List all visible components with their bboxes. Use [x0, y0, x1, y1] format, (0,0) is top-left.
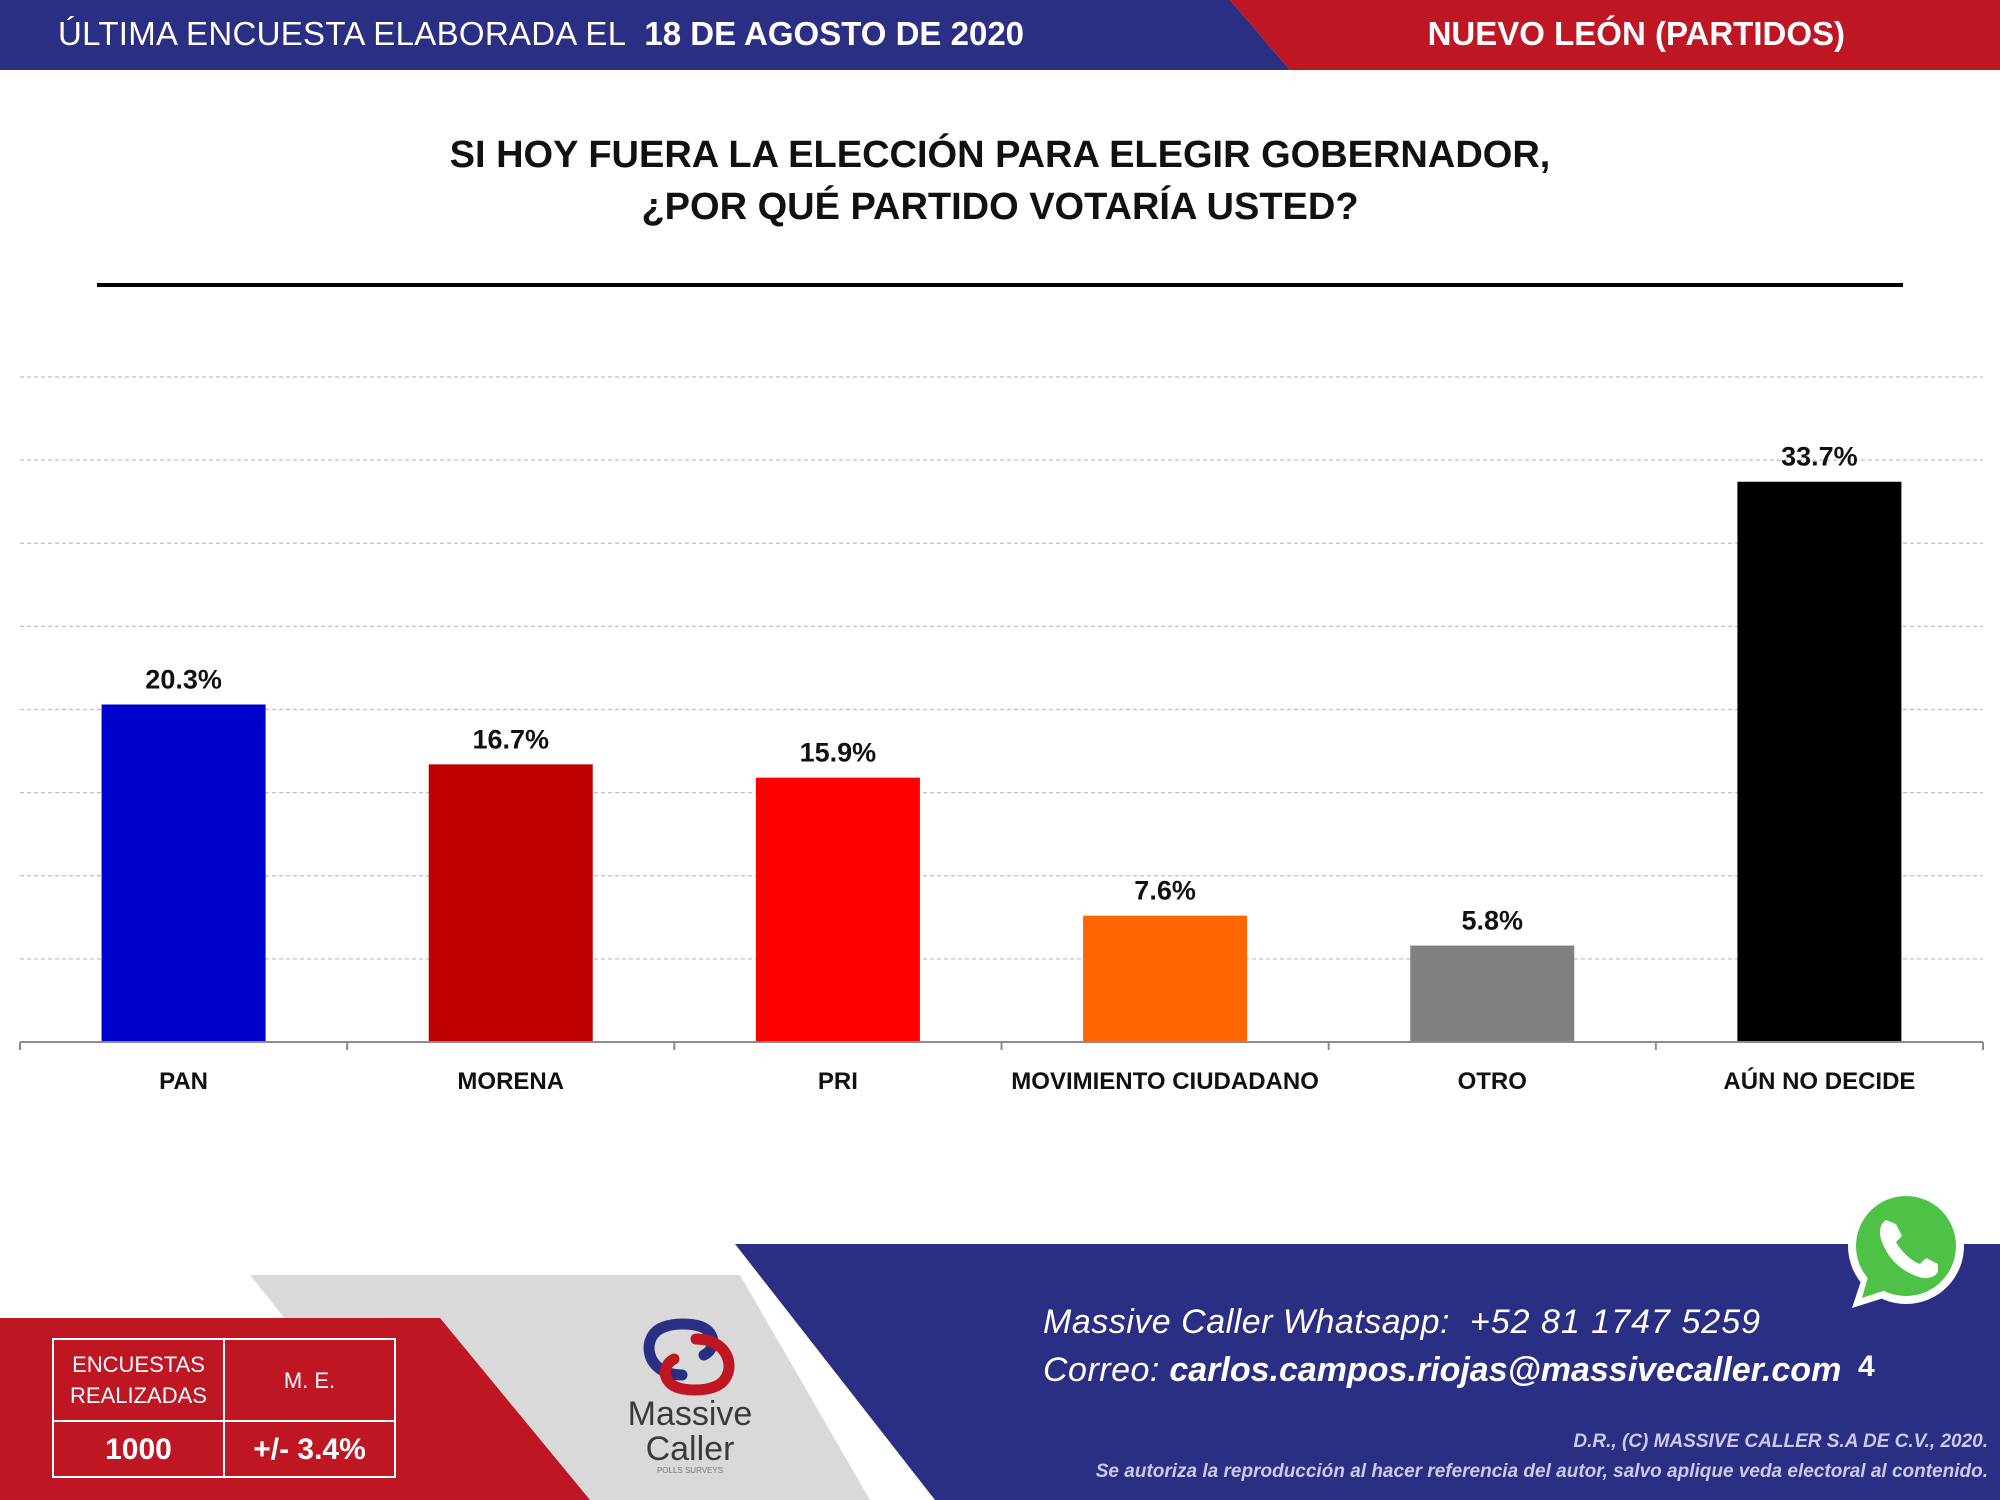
category-label: OTRO: [1458, 1068, 1527, 1095]
question-title-line2: ¿POR QUÉ PARTIDO VOTARÍA USTED?: [641, 186, 1359, 228]
category-label: AÚN NO DECIDE: [1723, 1067, 1915, 1095]
margin-value: +/- 3.4%: [223, 1420, 396, 1478]
data-label: 16.7%: [472, 724, 549, 754]
survey-date: 18 DE AGOSTO DE 2020: [644, 15, 1025, 52]
bar: [755, 777, 920, 1042]
whatsapp-number[interactable]: +52 81 1747 5259: [1469, 1303, 1762, 1341]
brand-wordmark: Massive Caller POLLS SURVEYS: [590, 1396, 790, 1476]
bar: [101, 704, 266, 1042]
survey-stats-table: ENCUESTAS REALIZADAS M. E. 1000 +/- 3.4%: [52, 1338, 396, 1478]
whatsapp-label: Massive Caller Whatsapp:: [1043, 1303, 1450, 1341]
data-label: 20.3%: [145, 665, 222, 695]
bar: [1410, 945, 1575, 1042]
email-label: Correo:: [1043, 1351, 1160, 1389]
massive-caller-logo-icon: [643, 1318, 735, 1396]
copyright-line2: Se autoriza la reproducción al hacer ref…: [1095, 1461, 1988, 1482]
question-title-line1: SI HOY FUERA LA ELECCIÓN PARA ELEGIR GOB…: [449, 134, 1551, 176]
data-label: 33.7%: [1781, 442, 1858, 472]
footer-navy-band: [735, 1244, 2000, 1500]
region-title: NUEVO LEÓN (PARTIDOS): [1427, 15, 1845, 52]
data-label: 15.9%: [800, 738, 877, 768]
survey-date-label: ÚLTIMA ENCUESTA ELABORADA EL: [58, 15, 627, 52]
email-contact: Correo: carlos.campos.riojas@massivecall…: [1043, 1348, 1841, 1392]
chart-value-labels: 20.3% 16.7% 15.9% 7.6% 5.8% 33.7%: [145, 442, 1857, 936]
data-label: 7.6%: [1134, 876, 1196, 906]
bar: [428, 764, 593, 1042]
surveys-label: ENCUESTAS REALIZADAS: [52, 1338, 225, 1422]
chart-category-labels: PAN MORENA PRI MOVIMIENTO CIUDADANO OTRO AÚN …: [159, 1067, 1915, 1095]
category-label: PRI: [818, 1068, 858, 1095]
header-left-band: [0, 0, 1290, 70]
chart-x-axis: [19, 1041, 1984, 1050]
brand-name-line1: Massive: [627, 1395, 753, 1433]
survey-date-header: ÚLTIMA ENCUESTA ELABORADA EL 18 DE AGOSTO…: [58, 14, 1024, 54]
page-number: 4: [1858, 1350, 1875, 1383]
category-label: PAN: [159, 1068, 208, 1095]
whatsapp-icon[interactable]: [1834, 1180, 1974, 1320]
margin-label: M. E.: [223, 1338, 396, 1422]
category-label: MORENA: [457, 1068, 564, 1095]
header-right-band: [1230, 0, 2000, 70]
category-label: MOVIMIENTO CIUDADANO: [1011, 1068, 1319, 1095]
surveys-value: 1000: [52, 1420, 225, 1478]
chart-gridlines: [20, 376, 1983, 960]
data-label: 5.8%: [1461, 906, 1523, 936]
brand-name-line2: Caller: [645, 1430, 735, 1468]
bar: [1737, 481, 1902, 1042]
brand-tagline: POLLS SURVEYS: [656, 1466, 724, 1475]
bar-chart: 20.3% 16.7% 15.9% 7.6% 5.8% 33.7% PAN MORENA PR…: [19, 376, 1984, 1095]
email-link[interactable]: carlos.campos.riojas@massivecaller.com: [1169, 1351, 1842, 1389]
whatsapp-contact: Massive Caller Whatsapp: +52 81 1747 5259: [1043, 1300, 1761, 1344]
bar: [1083, 915, 1248, 1042]
chart-bars: [101, 481, 1902, 1042]
copyright-line1: D.R., (C) MASSIVE CALLER S.A DE C.V., 20…: [1573, 1431, 1988, 1452]
